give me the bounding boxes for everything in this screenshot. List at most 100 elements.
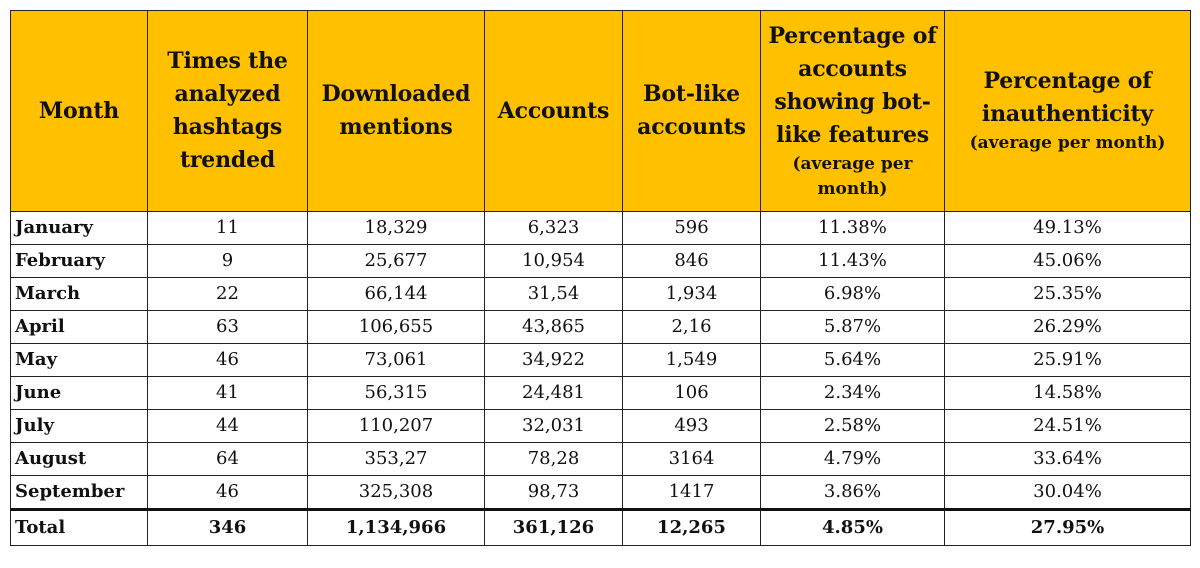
- cell-percentage-bot-like: 5.64%: [760, 343, 945, 377]
- cell-bot-like-accounts: 106: [622, 376, 761, 410]
- cell-downloaded-mentions: 106,655: [307, 310, 485, 344]
- cell-bot-like-accounts: 1417: [622, 475, 761, 510]
- total-row: Total 346 1,134,966 361,126 12,265 4.85% 27.95…: [10, 508, 1191, 546]
- cell-accounts: 32,031: [484, 409, 623, 443]
- cell-accounts: 34,922: [484, 343, 623, 377]
- header-sublabel: (average per month): [969, 133, 1166, 154]
- cell-times-trended: 22: [147, 277, 308, 311]
- cell-month: August: [10, 442, 148, 476]
- hashtag-stats-table: Month Times the analyzed hashtags trende…: [10, 10, 1191, 546]
- cell-percentage-inauthenticity: 45.06%: [944, 244, 1191, 278]
- cell-month: May: [10, 343, 148, 377]
- cell-downloaded-mentions: 110,207: [307, 409, 485, 443]
- cell-percentage-bot-like: 6.98%: [760, 277, 945, 311]
- cell-accounts: 31,54: [484, 277, 623, 311]
- cell-percentage-bot-like: 2.58%: [760, 409, 945, 443]
- cell-downloaded-mentions: 73,061: [307, 343, 485, 377]
- total-cell-percentage-inauthenticity: 27.95%: [944, 508, 1191, 546]
- cell-times-trended: 9: [147, 244, 308, 278]
- header-percentage-bot-like: Percentage of accounts showing bot-like …: [760, 10, 945, 212]
- table-row: January 11 18,329 6,323 596 11.38% 49.13%: [10, 211, 1191, 245]
- header-label: Times the analyzed hashtags trended: [167, 48, 288, 173]
- cell-bot-like-accounts: 3164: [622, 442, 761, 476]
- table-header: Month Times the analyzed hashtags trende…: [10, 10, 1191, 212]
- table-row: June 41 56,315 24,481 106 2.34% 14.58%: [10, 376, 1191, 410]
- cell-month: June: [10, 376, 148, 410]
- cell-accounts: 6,323: [484, 211, 623, 245]
- header-label: Percentage of inauthenticity: [981, 68, 1154, 128]
- cell-downloaded-mentions: 66,144: [307, 277, 485, 311]
- table-row: May 46 73,061 34,922 1,549 5.64% 25.91%: [10, 343, 1191, 377]
- total-cell-downloaded-mentions: 1,134,966: [307, 508, 485, 546]
- header-bot-like-accounts: Bot-like accounts: [622, 10, 761, 212]
- cell-downloaded-mentions: 25,677: [307, 244, 485, 278]
- table-row: February 9 25,677 10,954 846 11.43% 45.06%: [10, 244, 1191, 278]
- cell-percentage-bot-like: 4.79%: [760, 442, 945, 476]
- cell-percentage-bot-like: 2.34%: [760, 376, 945, 410]
- cell-month: March: [10, 277, 148, 311]
- cell-times-trended: 11: [147, 211, 308, 245]
- header-label: Downloaded mentions: [321, 81, 471, 140]
- header-accounts: Accounts: [484, 10, 623, 212]
- cell-times-trended: 41: [147, 376, 308, 410]
- header-label: Accounts: [497, 97, 610, 124]
- header-times-trended: Times the analyzed hashtags trended: [147, 10, 308, 212]
- cell-month: April: [10, 310, 148, 344]
- cell-month: September: [10, 475, 148, 510]
- total-cell-times-trended: 346: [147, 508, 308, 546]
- cell-times-trended: 63: [147, 310, 308, 344]
- header-downloaded-mentions: Downloaded mentions: [307, 10, 485, 212]
- cell-times-trended: 64: [147, 442, 308, 476]
- table-container: Month Times the analyzed hashtags trende…: [10, 10, 1191, 558]
- header-row: Month Times the analyzed hashtags trende…: [10, 10, 1191, 212]
- header-percentage-inauthenticity: Percentage of inauthenticity (average pe…: [944, 10, 1191, 212]
- cell-month: February: [10, 244, 148, 278]
- cell-bot-like-accounts: 493: [622, 409, 761, 443]
- cell-percentage-inauthenticity: 33.64%: [944, 442, 1191, 476]
- table-row: March 22 66,144 31,54 1,934 6.98% 25.35%: [10, 277, 1191, 311]
- header-month: Month: [10, 10, 148, 212]
- table-row: August 64 353,27 78,28 3164 4.79% 33.64%: [10, 442, 1191, 476]
- table-row: April 63 106,655 43,865 2,16 5.87% 26.29%: [10, 310, 1191, 344]
- cell-bot-like-accounts: 1,549: [622, 343, 761, 377]
- cell-bot-like-accounts: 1,934: [622, 277, 761, 311]
- cell-percentage-inauthenticity: 49.13%: [944, 211, 1191, 245]
- table-body: January 11 18,329 6,323 596 11.38% 49.13% Febru…: [10, 211, 1191, 546]
- header-label: Month: [38, 97, 120, 124]
- cell-times-trended: 46: [147, 343, 308, 377]
- cell-downloaded-mentions: 325,308: [307, 475, 485, 510]
- cell-month: January: [10, 211, 148, 245]
- table-row: September 46 325,308 98,73 1417 3.86% 30.04%: [10, 475, 1191, 510]
- cell-percentage-inauthenticity: 26.29%: [944, 310, 1191, 344]
- cell-percentage-bot-like: 11.38%: [760, 211, 945, 245]
- cell-bot-like-accounts: 596: [622, 211, 761, 245]
- cell-downloaded-mentions: 18,329: [307, 211, 485, 245]
- cell-accounts: 10,954: [484, 244, 623, 278]
- cell-percentage-inauthenticity: 24.51%: [944, 409, 1191, 443]
- total-cell-bot-like-accounts: 12,265: [622, 508, 761, 546]
- cell-downloaded-mentions: 56,315: [307, 376, 485, 410]
- cell-accounts: 24,481: [484, 376, 623, 410]
- cell-downloaded-mentions: 353,27: [307, 442, 485, 476]
- cell-bot-like-accounts: 846: [622, 244, 761, 278]
- cell-percentage-bot-like: 11.43%: [760, 244, 945, 278]
- cell-bot-like-accounts: 2,16: [622, 310, 761, 344]
- cell-percentage-bot-like: 5.87%: [760, 310, 945, 344]
- cell-percentage-inauthenticity: 25.35%: [944, 277, 1191, 311]
- cell-accounts: 43,865: [484, 310, 623, 344]
- cell-times-trended: 44: [147, 409, 308, 443]
- header-label: Bot-like accounts: [637, 81, 746, 140]
- header-sublabel: (average per month): [792, 153, 913, 200]
- cell-accounts: 78,28: [484, 442, 623, 476]
- total-cell-percentage-bot-like: 4.85%: [760, 508, 945, 546]
- cell-month: July: [10, 409, 148, 443]
- total-cell-accounts: 361,126: [484, 508, 623, 546]
- cell-percentage-inauthenticity: 25.91%: [944, 343, 1191, 377]
- cell-times-trended: 46: [147, 475, 308, 510]
- cell-percentage-bot-like: 3.86%: [760, 475, 945, 510]
- cell-accounts: 98,73: [484, 475, 623, 510]
- table-row: July 44 110,207 32,031 493 2.58% 24.51%: [10, 409, 1191, 443]
- cell-percentage-inauthenticity: 30.04%: [944, 475, 1191, 510]
- total-cell-month: Total: [10, 508, 148, 546]
- header-label: Percentage of accounts showing bot-like …: [768, 22, 937, 148]
